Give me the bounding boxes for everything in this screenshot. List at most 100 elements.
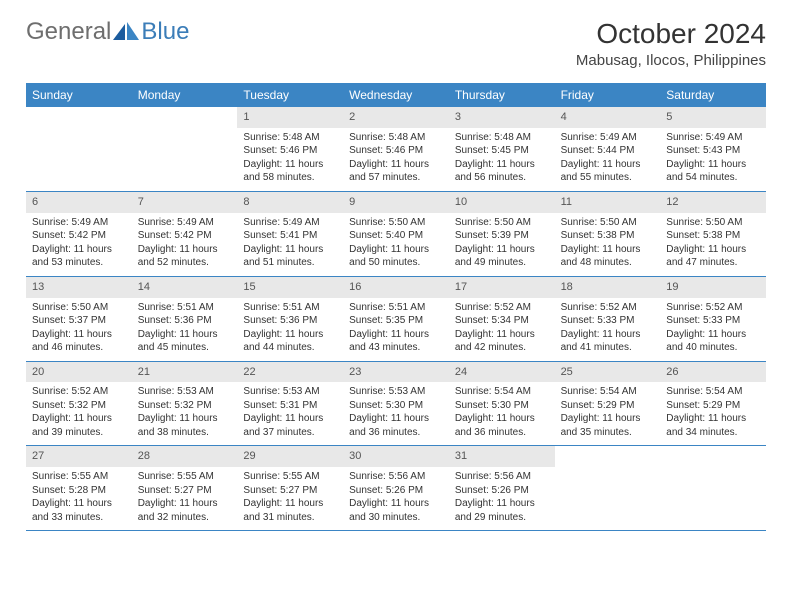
- daylight-text: Daylight: 11 hours and 53 minutes.: [32, 243, 126, 270]
- cell-body: Sunrise: 5:53 AMSunset: 5:31 PMDaylight:…: [237, 382, 343, 445]
- logo: General Blue: [26, 18, 189, 46]
- sunrise-text: Sunrise: 5:54 AM: [561, 385, 655, 399]
- sunrise-text: Sunrise: 5:49 AM: [666, 131, 760, 145]
- sunset-text: Sunset: 5:45 PM: [455, 144, 549, 158]
- day-header: Friday: [555, 83, 661, 107]
- daylight-text: Daylight: 11 hours and 37 minutes.: [243, 412, 337, 439]
- cell-body: Sunrise: 5:50 AMSunset: 5:39 PMDaylight:…: [449, 213, 555, 276]
- sunrise-text: Sunrise: 5:49 AM: [32, 216, 126, 230]
- calendar-cell: 27Sunrise: 5:55 AMSunset: 5:28 PMDayligh…: [26, 446, 132, 530]
- calendar-cell: 11Sunrise: 5:50 AMSunset: 5:38 PMDayligh…: [555, 192, 661, 276]
- day-number: 18: [555, 277, 661, 298]
- calendar-cell: 9Sunrise: 5:50 AMSunset: 5:40 PMDaylight…: [343, 192, 449, 276]
- week-row: 13Sunrise: 5:50 AMSunset: 5:37 PMDayligh…: [26, 277, 766, 362]
- day-number: 1: [237, 107, 343, 128]
- sunrise-text: Sunrise: 5:51 AM: [138, 301, 232, 315]
- daylight-text: Daylight: 11 hours and 31 minutes.: [243, 497, 337, 524]
- week-row: 20Sunrise: 5:52 AMSunset: 5:32 PMDayligh…: [26, 362, 766, 447]
- sunrise-text: Sunrise: 5:50 AM: [666, 216, 760, 230]
- calendar-cell: 4Sunrise: 5:49 AMSunset: 5:44 PMDaylight…: [555, 107, 661, 191]
- sunset-text: Sunset: 5:31 PM: [243, 399, 337, 413]
- cell-body: Sunrise: 5:48 AMSunset: 5:46 PMDaylight:…: [343, 128, 449, 191]
- calendar-cell: 13Sunrise: 5:50 AMSunset: 5:37 PMDayligh…: [26, 277, 132, 361]
- sunset-text: Sunset: 5:44 PM: [561, 144, 655, 158]
- daylight-text: Daylight: 11 hours and 49 minutes.: [455, 243, 549, 270]
- sunset-text: Sunset: 5:37 PM: [32, 314, 126, 328]
- day-header: Monday: [132, 83, 238, 107]
- calendar-cell: 28Sunrise: 5:55 AMSunset: 5:27 PMDayligh…: [132, 446, 238, 530]
- calendar-cell: 20Sunrise: 5:52 AMSunset: 5:32 PMDayligh…: [26, 362, 132, 446]
- daylight-text: Daylight: 11 hours and 43 minutes.: [349, 328, 443, 355]
- cell-body: Sunrise: 5:52 AMSunset: 5:33 PMDaylight:…: [660, 298, 766, 361]
- daylight-text: Daylight: 11 hours and 50 minutes.: [349, 243, 443, 270]
- day-number: 23: [343, 362, 449, 383]
- day-number: 28: [132, 446, 238, 467]
- sunrise-text: Sunrise: 5:50 AM: [32, 301, 126, 315]
- daylight-text: Daylight: 11 hours and 54 minutes.: [666, 158, 760, 185]
- calendar-cell: 29Sunrise: 5:55 AMSunset: 5:27 PMDayligh…: [237, 446, 343, 530]
- day-number: 9: [343, 192, 449, 213]
- sunrise-text: Sunrise: 5:56 AM: [455, 470, 549, 484]
- day-header: Tuesday: [237, 83, 343, 107]
- sunset-text: Sunset: 5:33 PM: [561, 314, 655, 328]
- calendar-cell: [132, 107, 238, 191]
- day-number: 29: [237, 446, 343, 467]
- daylight-text: Daylight: 11 hours and 33 minutes.: [32, 497, 126, 524]
- sunset-text: Sunset: 5:43 PM: [666, 144, 760, 158]
- sunrise-text: Sunrise: 5:52 AM: [32, 385, 126, 399]
- sunset-text: Sunset: 5:36 PM: [243, 314, 337, 328]
- day-number: 27: [26, 446, 132, 467]
- cell-body: Sunrise: 5:50 AMSunset: 5:37 PMDaylight:…: [26, 298, 132, 361]
- cell-body: Sunrise: 5:49 AMSunset: 5:42 PMDaylight:…: [132, 213, 238, 276]
- sunrise-text: Sunrise: 5:52 AM: [561, 301, 655, 315]
- day-number: 24: [449, 362, 555, 383]
- sunrise-text: Sunrise: 5:55 AM: [138, 470, 232, 484]
- cell-body: Sunrise: 5:54 AMSunset: 5:30 PMDaylight:…: [449, 382, 555, 445]
- day-number: 13: [26, 277, 132, 298]
- cell-body: Sunrise: 5:49 AMSunset: 5:44 PMDaylight:…: [555, 128, 661, 191]
- calendar: Sunday Monday Tuesday Wednesday Thursday…: [26, 83, 766, 531]
- sunrise-text: Sunrise: 5:49 AM: [561, 131, 655, 145]
- week-row: 27Sunrise: 5:55 AMSunset: 5:28 PMDayligh…: [26, 446, 766, 531]
- cell-body: Sunrise: 5:50 AMSunset: 5:40 PMDaylight:…: [343, 213, 449, 276]
- day-header: Wednesday: [343, 83, 449, 107]
- day-number: 16: [343, 277, 449, 298]
- calendar-cell: 16 Sunrise: 5:51 AMSunset: 5:35 PMDayligh…: [343, 277, 449, 361]
- daylight-text: Daylight: 11 hours and 46 minutes.: [32, 328, 126, 355]
- sunset-text: Sunset: 5:38 PM: [666, 229, 760, 243]
- sunrise-text: Sunrise: 5:48 AM: [349, 131, 443, 145]
- calendar-cell: 10Sunrise: 5:50 AMSunset: 5:39 PMDayligh…: [449, 192, 555, 276]
- calendar-cell: 15Sunrise: 5:51 AMSunset: 5:36 PMDayligh…: [237, 277, 343, 361]
- daylight-text: Daylight: 11 hours and 35 minutes.: [561, 412, 655, 439]
- day-number: 22: [237, 362, 343, 383]
- sunrise-text: Sunrise: 5:48 AM: [243, 131, 337, 145]
- cell-body: Sunrise: 5:52 AMSunset: 5:33 PMDaylight:…: [555, 298, 661, 361]
- sunrise-text: Sunrise: 5:51 AM: [243, 301, 337, 315]
- calendar-cell: [660, 446, 766, 530]
- daylight-text: Daylight: 11 hours and 52 minutes.: [138, 243, 232, 270]
- cell-body: Sunrise: 5:49 AMSunset: 5:42 PMDaylight:…: [26, 213, 132, 276]
- sunset-text: Sunset: 5:27 PM: [138, 484, 232, 498]
- sunrise-text: Sunrise: 5:50 AM: [349, 216, 443, 230]
- calendar-cell: 26Sunrise: 5:54 AMSunset: 5:29 PMDayligh…: [660, 362, 766, 446]
- calendar-cell: 2Sunrise: 5:48 AMSunset: 5:46 PMDaylight…: [343, 107, 449, 191]
- sunset-text: Sunset: 5:36 PM: [138, 314, 232, 328]
- sunset-text: Sunset: 5:35 PM: [349, 314, 443, 328]
- daylight-text: Daylight: 11 hours and 44 minutes.: [243, 328, 337, 355]
- location: Mabusag, Ilocos, Philippines: [576, 52, 766, 69]
- day-number: 20: [26, 362, 132, 383]
- cell-body: Sunrise: 5:48 AMSunset: 5:45 PMDaylight:…: [449, 128, 555, 191]
- day-number: 21: [132, 362, 238, 383]
- cell-body: Sunrise: 5:56 AMSunset: 5:26 PMDaylight:…: [449, 467, 555, 530]
- month-title: October 2024: [576, 18, 766, 50]
- sunrise-text: Sunrise: 5:51 AM: [349, 301, 443, 315]
- cell-body: Sunrise: 5:55 AMSunset: 5:27 PMDaylight:…: [237, 467, 343, 530]
- sunset-text: Sunset: 5:39 PM: [455, 229, 549, 243]
- cell-body: Sunrise: 5:50 AMSunset: 5:38 PMDaylight:…: [555, 213, 661, 276]
- sunset-text: Sunset: 5:46 PM: [349, 144, 443, 158]
- sunset-text: Sunset: 5:26 PM: [349, 484, 443, 498]
- day-number: 11: [555, 192, 661, 213]
- day-number: 14: [132, 277, 238, 298]
- cell-body: Sunrise: 5:54 AMSunset: 5:29 PMDaylight:…: [660, 382, 766, 445]
- daylight-text: Daylight: 11 hours and 51 minutes.: [243, 243, 337, 270]
